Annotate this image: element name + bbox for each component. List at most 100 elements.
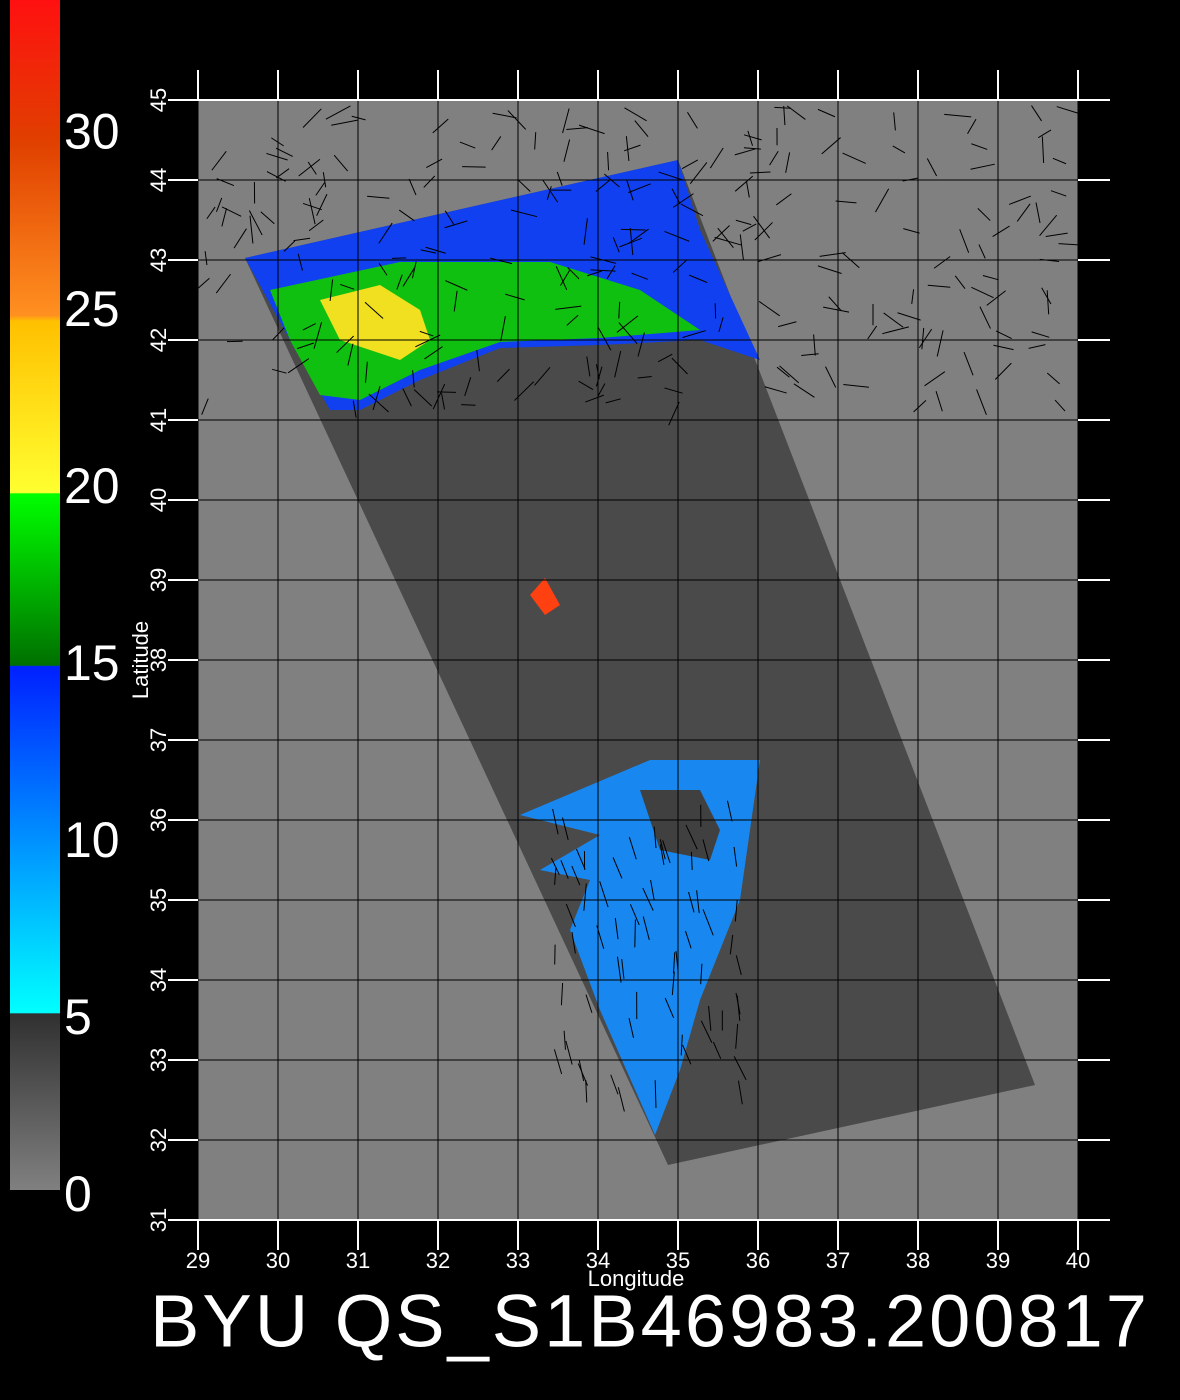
y-tick-label: 44 — [146, 168, 171, 192]
wind-barb — [607, 151, 610, 171]
wind-barb — [233, 228, 247, 249]
wind-barb — [642, 916, 650, 941]
wind-barb — [283, 240, 296, 252]
wind-barb — [266, 152, 288, 161]
wind-barb — [702, 839, 710, 862]
wind-barb — [764, 386, 787, 394]
wind-barb — [563, 1030, 566, 1050]
x-tick-label: 31 — [346, 1248, 370, 1273]
wind-barb — [933, 256, 951, 269]
wind-barb — [680, 1034, 683, 1056]
wind-barb — [296, 342, 314, 350]
wind-barb — [372, 386, 381, 411]
wind-barb — [425, 246, 446, 254]
wind-barb — [248, 210, 263, 236]
wind-barb — [821, 137, 841, 155]
wind-barb — [616, 315, 639, 333]
wind-barb — [743, 134, 762, 141]
x-tick-label: 30 — [266, 1248, 290, 1273]
wind-barb — [742, 223, 757, 232]
wind-barb — [637, 375, 652, 379]
wind-barb — [1008, 195, 1032, 205]
wind-barb — [959, 229, 970, 253]
wind-barb — [316, 193, 328, 216]
wind-barb — [685, 930, 692, 949]
wind-barb — [614, 350, 622, 378]
y-tick-label: 38 — [146, 648, 171, 672]
y-tick-label: 43 — [146, 248, 171, 272]
wind-barb — [505, 293, 525, 301]
wind-barb — [786, 105, 806, 120]
wind-barb — [550, 857, 560, 875]
wind-barb — [624, 107, 647, 122]
wind-barb — [963, 351, 974, 376]
wind-barb — [702, 909, 714, 936]
wind-barb — [391, 257, 407, 259]
wind-barb — [970, 163, 995, 170]
wind-barb — [585, 994, 593, 1013]
wind-barb — [325, 105, 351, 120]
wind-barb — [629, 227, 634, 256]
wind-barb — [585, 1079, 588, 1103]
wind-barb — [819, 252, 846, 257]
wind-barb — [201, 398, 209, 415]
wind-barb — [642, 887, 654, 911]
wind-barb — [650, 879, 655, 901]
wind-barb — [779, 365, 800, 384]
wind-barb — [992, 225, 1010, 237]
wind-barb — [441, 393, 446, 410]
wind-barb — [769, 150, 779, 166]
wind-barb — [583, 218, 588, 245]
wind-barb — [555, 305, 582, 310]
wind-barb — [828, 296, 842, 312]
wind-barb — [419, 330, 434, 337]
wind-barb — [597, 383, 606, 397]
wind-barb — [444, 210, 455, 225]
wind-barb — [1039, 214, 1058, 237]
wind-barb — [308, 219, 324, 232]
wind-barb — [424, 346, 443, 360]
wind-barb — [578, 124, 605, 135]
wind-barb — [411, 261, 417, 279]
wind-barb — [618, 301, 621, 319]
wind-barb — [351, 115, 366, 121]
wind-barb — [680, 203, 704, 217]
y-tick-label: 36 — [146, 808, 171, 832]
x-tick-label: 33 — [506, 1248, 530, 1273]
wind-barb — [378, 263, 388, 276]
wind-barb — [1038, 129, 1052, 139]
wind-barb — [365, 361, 368, 383]
wind-barb — [302, 323, 316, 331]
wind-barb — [1054, 399, 1066, 412]
wind-barb — [464, 377, 472, 397]
wind-barb — [453, 290, 458, 312]
wind-region — [320, 285, 430, 360]
wind-barb — [617, 1087, 625, 1112]
colorbar-tick-label: 25 — [64, 281, 120, 337]
wind-barb — [746, 181, 750, 198]
wind-barb — [298, 158, 321, 177]
wind-barb — [619, 237, 643, 248]
wind-barb — [534, 366, 551, 386]
wind-barb — [977, 207, 991, 221]
wind-barb — [776, 366, 790, 378]
wind-barb — [215, 273, 231, 294]
wind-barb — [954, 275, 966, 290]
wind-barb — [735, 1023, 739, 1049]
colorbar-tick-label: 0 — [64, 1166, 92, 1222]
wind-barb — [308, 198, 316, 225]
wind-barb — [739, 234, 744, 261]
wind-barb — [1035, 202, 1041, 224]
wind-barb — [696, 890, 700, 914]
wind-barb — [753, 215, 771, 239]
wind-barb — [993, 344, 1014, 351]
wind-barb — [867, 325, 878, 340]
wind-barb — [496, 368, 510, 383]
wind-barb — [726, 800, 733, 822]
wind-barb — [976, 389, 987, 415]
wind-barb — [734, 175, 754, 192]
x-tick-label: 39 — [986, 1248, 1010, 1273]
wind-barb — [566, 127, 589, 130]
wind-barb — [776, 193, 792, 206]
